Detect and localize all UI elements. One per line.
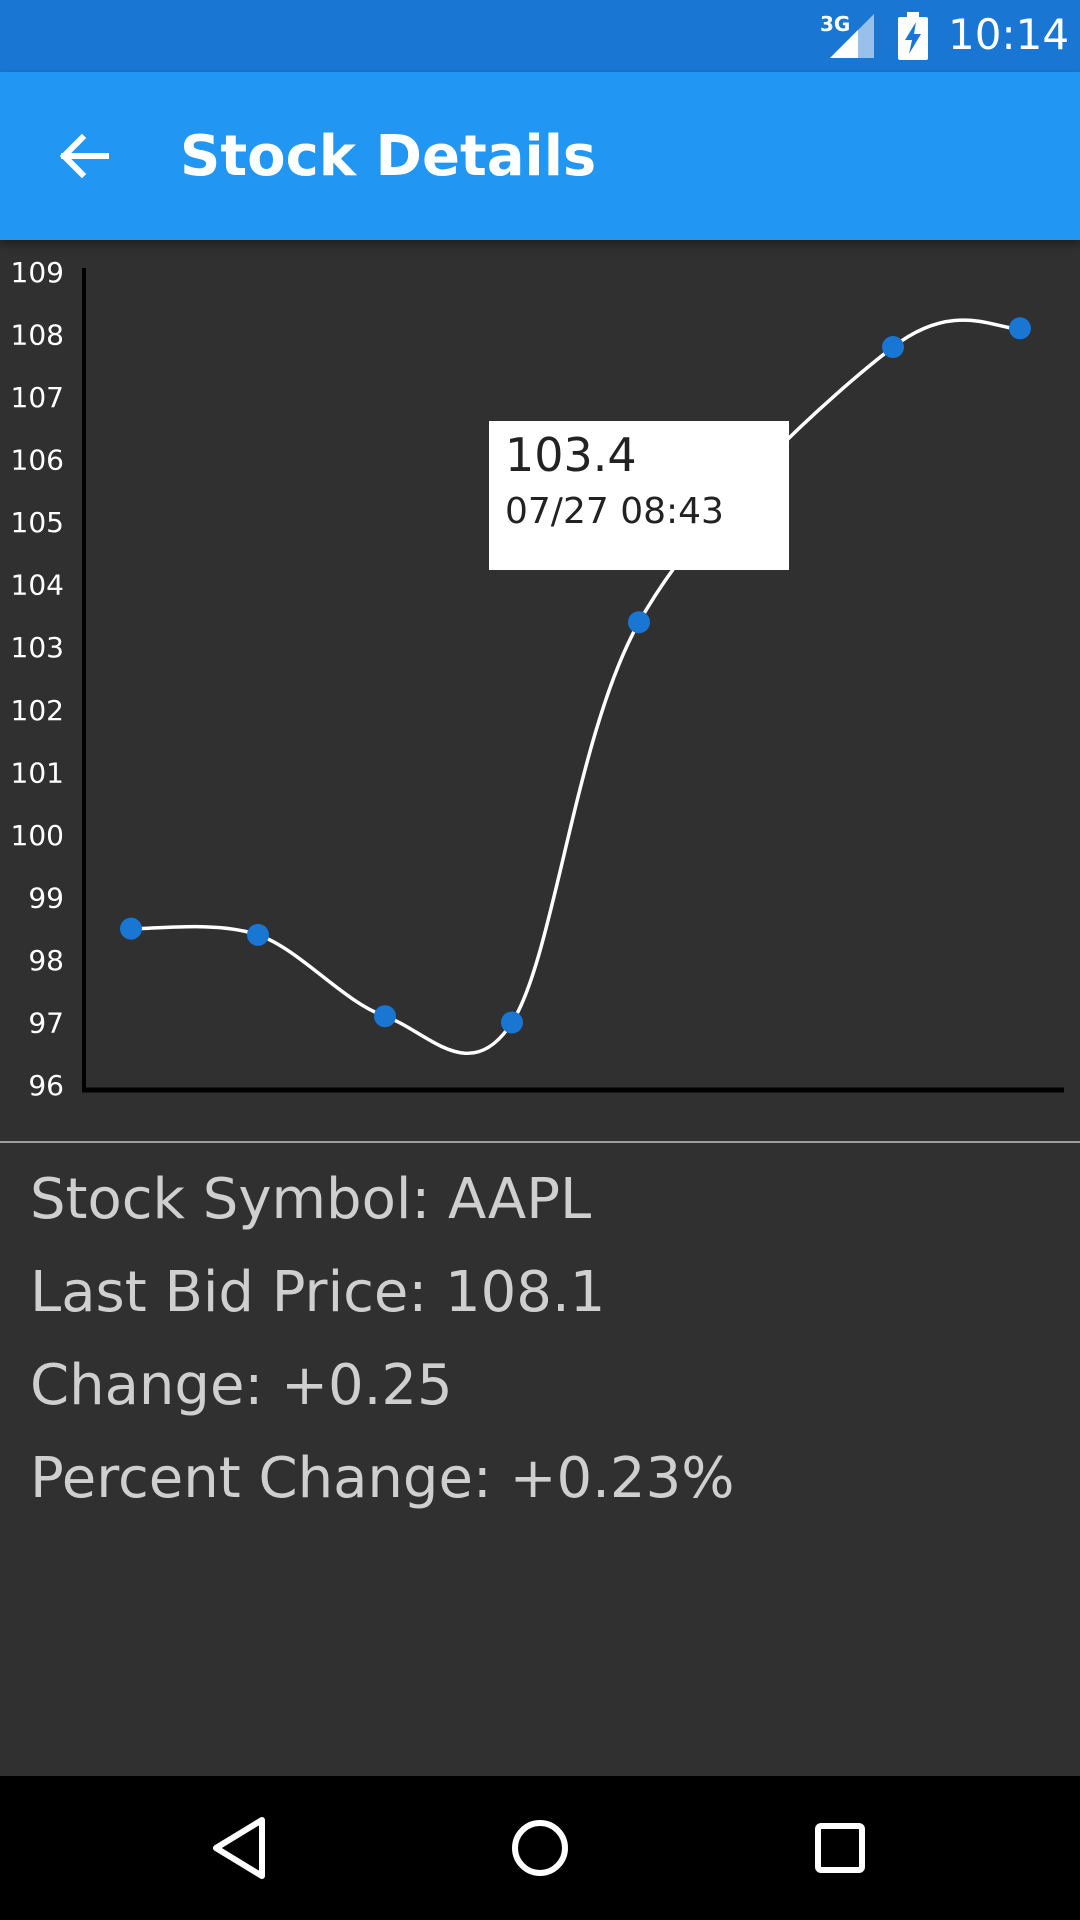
data-point[interactable] <box>882 336 904 359</box>
y-tick-label: 104 <box>11 569 64 602</box>
signal-icon <box>830 14 874 58</box>
change-text: Change: +0.25 <box>30 1353 453 1418</box>
back-triangle-icon[interactable] <box>200 1808 280 1888</box>
y-tick-label: 106 <box>11 444 64 477</box>
home-circle-icon[interactable] <box>500 1808 580 1888</box>
divider <box>0 1141 1080 1143</box>
app-bar: Stock Details <box>0 72 1080 240</box>
network-type-label: 3G <box>820 12 851 36</box>
y-tick-label: 101 <box>11 756 64 789</box>
tooltip-value: 103.4 <box>505 428 637 482</box>
stock-symbol-text: Stock Symbol: AAPL <box>30 1167 592 1232</box>
clock: 10:14 <box>948 10 1070 59</box>
y-tick-label: 109 <box>11 256 64 289</box>
y-tick-label: 98 <box>28 944 64 977</box>
y-tick-label: 100 <box>11 819 64 852</box>
tooltip-time: 07/27 08:43 <box>505 491 724 532</box>
y-tick-label: 97 <box>28 1006 64 1039</box>
y-tick-label: 105 <box>11 506 64 539</box>
y-tick-label: 108 <box>11 319 64 352</box>
percent-change-text: Percent Change: +0.23% <box>30 1446 735 1511</box>
arrow-left-icon[interactable] <box>52 124 116 188</box>
data-point[interactable] <box>374 1005 396 1028</box>
navigation-bar <box>0 1776 1080 1920</box>
y-tick-label: 99 <box>28 881 64 914</box>
status-bar: 3G 10:14 <box>0 0 1080 72</box>
last-bid-price-text: Last Bid Price: 108.1 <box>30 1260 606 1325</box>
data-point[interactable] <box>247 923 269 946</box>
y-tick-label: 103 <box>11 631 64 664</box>
chart-tooltip: 103.4 07/27 08:43 <box>489 421 789 570</box>
battery-charging-icon <box>898 12 928 60</box>
stock-chart[interactable]: 96 97 98 99 100 101 102 103 104 105 106 107 108 109 10… <box>0 240 1080 1140</box>
y-tick-label: 107 <box>11 381 64 414</box>
y-tick-label: 96 <box>28 1069 64 1102</box>
recents-square-icon[interactable] <box>800 1808 880 1888</box>
data-point[interactable] <box>628 611 650 634</box>
page-title: Stock Details <box>180 124 597 189</box>
tooltip-box <box>489 421 789 570</box>
y-tick-label: 102 <box>11 694 64 727</box>
data-point[interactable] <box>501 1011 523 1034</box>
price-line <box>130 318 1021 1056</box>
data-point[interactable] <box>120 917 142 940</box>
stock-details: Stock Symbol: AAPL Last Bid Price: 108.1… <box>30 1160 1050 1532</box>
data-point[interactable] <box>1009 317 1031 340</box>
stock-line-chart[interactable]: 96 97 98 99 100 101 102 103 104 105 106 107 108 109 10… <box>0 240 1080 1140</box>
